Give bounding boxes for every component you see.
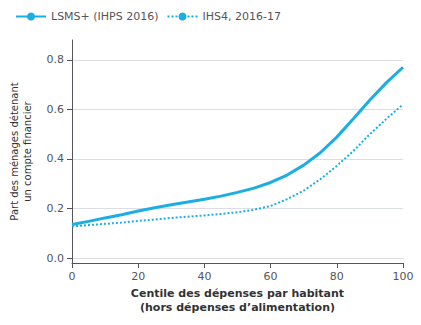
svg-text:0.4: 0.4 <box>47 152 65 165</box>
svg-text:40: 40 <box>197 270 211 283</box>
svg-text:Part des ménages détenant: Part des ménages détenant <box>9 82 20 220</box>
svg-text:0: 0 <box>69 270 76 283</box>
svg-text:0.8: 0.8 <box>47 53 65 66</box>
svg-text:Centile des dépenses par habit: Centile des dépenses par habitant <box>131 287 344 300</box>
svg-text:60: 60 <box>264 270 278 283</box>
svg-text:80: 80 <box>330 270 344 283</box>
svg-text:0.6: 0.6 <box>47 103 65 116</box>
svg-text:un compte financier: un compte financier <box>22 100 33 201</box>
svg-text:100: 100 <box>393 270 414 283</box>
svg-text:(hors dépenses d’alimentation): (hors dépenses d’alimentation) <box>140 301 335 314</box>
svg-text:LSMS+ (IHPS 2016): LSMS+ (IHPS 2016) <box>51 10 159 23</box>
svg-text:20: 20 <box>131 270 145 283</box>
svg-text:0.0: 0.0 <box>47 252 65 265</box>
svg-text:IHS4, 2016-17: IHS4, 2016-17 <box>203 10 281 23</box>
svg-text:0.2: 0.2 <box>47 202 65 215</box>
